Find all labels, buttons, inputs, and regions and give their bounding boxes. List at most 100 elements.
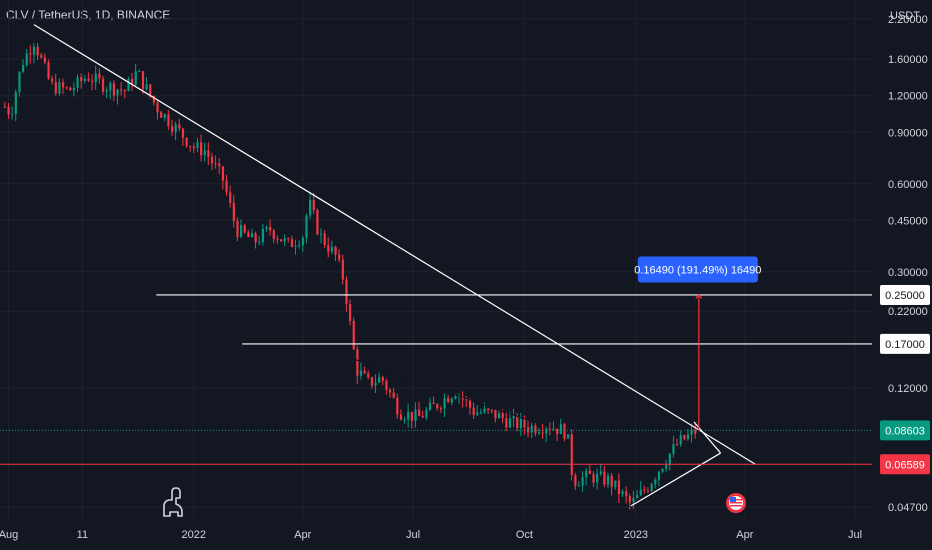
candle-body — [563, 424, 566, 439]
descending-trendline[interactable] — [33, 24, 757, 465]
candle-body — [588, 470, 592, 474]
candle-body — [545, 428, 548, 434]
candle-body — [160, 112, 163, 118]
candle-body — [490, 409, 493, 411]
candle-body — [247, 232, 250, 238]
candle-body — [617, 480, 621, 495]
candle-body — [425, 409, 428, 418]
candle-body — [174, 124, 177, 132]
candle-body — [567, 434, 570, 439]
candle-body — [603, 471, 606, 485]
candle-body — [149, 84, 152, 96]
candle-body — [625, 491, 628, 497]
candle-body — [105, 90, 108, 92]
time-tick-label: Jul — [406, 529, 420, 541]
candle-body — [541, 432, 544, 434]
candle-body — [120, 89, 123, 91]
candle-body — [632, 498, 635, 503]
triangle-top-line[interactable] — [693, 421, 722, 454]
candle-body — [214, 163, 217, 165]
candle-body — [370, 377, 374, 386]
candle-body — [581, 477, 584, 486]
svg-text:0.06589: 0.06589 — [885, 459, 925, 471]
measure-label[interactable]: 0.16490 (191.49%) 16490 — [634, 256, 761, 283]
candle-body — [519, 418, 522, 429]
price-tick-label: 0.12000 — [888, 383, 928, 395]
candle-body — [83, 78, 86, 82]
candle-body — [694, 429, 697, 434]
candle-body — [196, 142, 199, 149]
time-tick-label: Apr — [736, 529, 753, 541]
candle-body — [32, 46, 36, 55]
candle-body — [11, 113, 14, 115]
svg-text:0.17000: 0.17000 — [885, 339, 925, 351]
candle-body — [330, 246, 334, 252]
candle-body — [418, 409, 421, 416]
price-tick-label: 0.60000 — [888, 179, 928, 191]
candle-body — [170, 126, 174, 132]
time-tick-label: 2022 — [182, 529, 206, 541]
candle-body — [548, 428, 552, 430]
candle-body — [614, 480, 617, 488]
candle-body — [36, 46, 39, 56]
price-tick-label: 1.20000 — [888, 91, 928, 103]
price-tick-label: 2.20000 — [888, 14, 928, 26]
level-price-tag: 0.25000 — [880, 284, 930, 305]
candle-body — [599, 471, 602, 474]
candle-body — [236, 220, 239, 237]
drawings: 0.16490 (191.49%) 16490 — [0, 24, 872, 507]
candle-body — [428, 402, 432, 410]
rising-support-line[interactable] — [630, 452, 721, 507]
candle-body — [403, 419, 406, 421]
candle-body — [40, 55, 43, 58]
candle-body — [639, 489, 642, 496]
candle-body — [497, 413, 501, 419]
candle-body — [22, 65, 25, 72]
candle-body — [334, 246, 337, 255]
candle-body — [552, 428, 555, 430]
candle-body — [516, 415, 519, 429]
candle-body — [349, 304, 352, 321]
candle-body — [672, 444, 675, 454]
candle-body — [585, 470, 588, 478]
candle-body — [25, 53, 28, 66]
candle-body — [508, 418, 512, 428]
candle-body — [432, 402, 435, 405]
tradingview-logo-icon[interactable] — [163, 487, 183, 517]
candle-body — [80, 77, 83, 82]
candle-body — [636, 495, 639, 499]
candle-body — [392, 392, 395, 398]
candle-body — [276, 238, 279, 240]
candle-body — [665, 465, 668, 469]
candle-body — [156, 102, 159, 113]
candle-body — [43, 57, 47, 63]
candle-body — [65, 87, 68, 89]
candle-body — [189, 146, 192, 148]
candle-body — [265, 227, 268, 229]
candle-body — [61, 82, 65, 88]
candle-body — [269, 227, 272, 231]
candle-body — [577, 485, 581, 487]
candle-body — [127, 78, 130, 92]
candle-body — [450, 398, 453, 403]
candle-body — [374, 382, 377, 386]
candle-body — [131, 78, 134, 85]
candle-body — [378, 377, 381, 383]
candle-body — [272, 230, 275, 239]
candle-body — [501, 413, 504, 419]
candle-body — [200, 142, 203, 156]
time-tick-label: 11 — [77, 529, 88, 541]
candle-body — [210, 156, 214, 164]
candle-body — [530, 425, 533, 433]
lower-channel-line[interactable] — [355, 359, 542, 426]
price-axis: 2.20000 1.60000 1.20000 0.90000 0.60000 0.450… — [888, 14, 928, 514]
candle-body — [537, 432, 541, 434]
candles — [3, 42, 697, 510]
candle-body — [356, 349, 359, 376]
us-flag-event-icon[interactable] — [726, 493, 746, 513]
candle-body — [421, 415, 424, 418]
candle-body — [3, 106, 7, 108]
candle-body — [283, 238, 286, 242]
candle-body — [472, 407, 475, 416]
